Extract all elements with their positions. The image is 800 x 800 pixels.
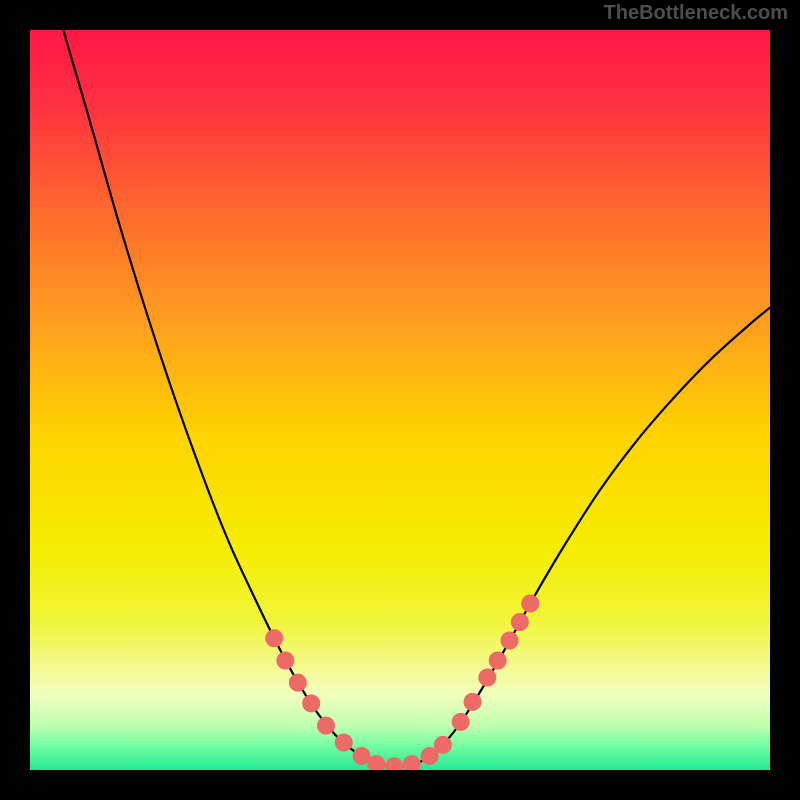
data-marker	[479, 669, 496, 686]
data-marker	[277, 652, 294, 669]
watermark-text: TheBottleneck.com	[604, 2, 788, 25]
data-marker	[511, 614, 528, 631]
data-marker	[403, 756, 420, 770]
data-marker	[335, 734, 352, 751]
bottleneck-curve	[63, 30, 770, 767]
data-marker	[489, 652, 506, 669]
data-marker	[368, 756, 385, 770]
data-marker	[386, 758, 403, 770]
data-marker	[501, 632, 518, 649]
plot-area	[30, 30, 770, 770]
data-marker	[289, 674, 306, 691]
data-marker	[318, 717, 335, 734]
data-marker	[353, 747, 370, 764]
data-marker	[522, 595, 539, 612]
chart-svg	[30, 30, 770, 770]
data-marker	[266, 630, 283, 647]
data-marker	[434, 736, 451, 753]
data-marker	[464, 693, 481, 710]
chart-container: TheBottleneck.com	[0, 0, 800, 800]
data-marker	[452, 713, 469, 730]
data-marker	[303, 695, 320, 712]
